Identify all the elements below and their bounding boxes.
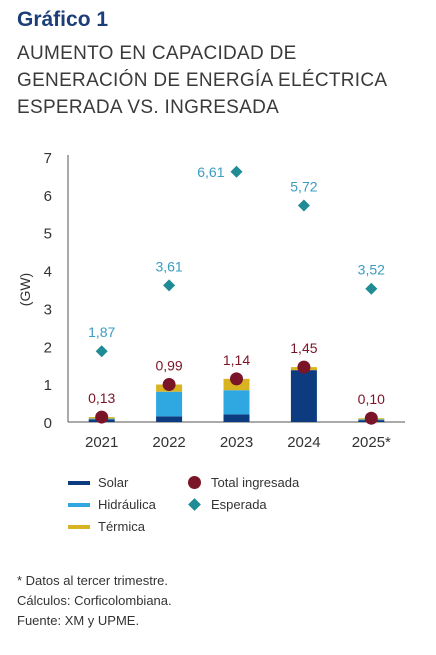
capacity-chart: 0 1 2 3 4 5 6 7 (GW) 2021 2022 2023 2024 2025* 0,13 0,9… <box>17 150 405 451</box>
total-data-label: 0,10 <box>358 391 385 407</box>
legend-label-solar: Solar <box>98 475 129 490</box>
x-tick-label: 2023 <box>220 434 253 451</box>
y-tick-label: 6 <box>44 188 52 205</box>
total-data-label: 1,45 <box>290 340 317 356</box>
y-tick-label: 1 <box>44 377 52 394</box>
total-data-label: 0,99 <box>155 358 182 374</box>
total-point <box>162 378 176 392</box>
hidraulica-swatch <box>68 502 90 507</box>
legend-item-esperada: Esperada <box>188 497 267 512</box>
legend: Solar Hidráulica Térmica Total ingresada… <box>68 475 368 545</box>
total-point <box>95 410 109 424</box>
esperada-diamond-icon <box>188 498 201 511</box>
y-tick-label: 5 <box>44 226 52 243</box>
legend-item-solar: Solar <box>68 475 128 490</box>
bar-hidraulica <box>156 391 183 417</box>
esperada-data-label: 3,52 <box>358 262 385 278</box>
legend-item-termica: Térmica <box>68 519 145 534</box>
y-tick-label: 3 <box>44 301 52 318</box>
esperada-data-label: 5,72 <box>290 178 317 194</box>
x-tick-label: 2021 <box>85 434 118 451</box>
title-line-3: ESPERADA VS. INGRESADA <box>17 97 280 118</box>
esperada-data-label: 3,61 <box>155 258 182 274</box>
total-point <box>297 360 311 374</box>
solar-swatch <box>68 480 90 485</box>
y-tick-label: 0 <box>44 415 52 432</box>
total-data-label: 0,13 <box>88 390 115 406</box>
legend-label-esperada: Esperada <box>211 497 267 512</box>
legend-label-total: Total ingresada <box>211 475 300 490</box>
x-tick-label: 2024 <box>287 434 320 451</box>
bar-hidraulica <box>223 390 250 415</box>
esperada-point <box>163 279 176 292</box>
legend-label-hidraulica: Hidráulica <box>98 497 156 512</box>
note-calculos: Cálculos: Corficolombiana. <box>17 593 172 608</box>
note-data: * Datos al tercer trimestre. <box>17 573 168 588</box>
y-tick-label: 4 <box>44 264 52 281</box>
esperada-data-label: 6,61 <box>197 164 224 180</box>
chart-heading: Gráfico 1 <box>17 8 109 31</box>
esperada-point <box>297 199 310 212</box>
footnotes: * Datos al tercer trimestre. Cálculos: C… <box>17 571 172 631</box>
x-tick-label: 2022 <box>152 434 185 451</box>
y-tick-label: 7 <box>44 150 52 167</box>
total-dot-icon <box>188 476 201 489</box>
legend-item-total: Total ingresada <box>188 475 299 490</box>
esperada-data-label: 1,87 <box>88 324 115 340</box>
y-axis-label: (GW) <box>17 273 33 306</box>
esperada-point <box>230 165 243 178</box>
note-fuente: Fuente: XM y UPME. <box>17 613 140 628</box>
termica-swatch <box>68 524 90 529</box>
total-data-label: 1,14 <box>223 352 250 368</box>
x-tick-label: 2025* <box>352 434 391 451</box>
chart-title: AUMENTO EN CAPACIDAD DE GENERACIÓN DE EN… <box>17 40 427 121</box>
title-line-1: AUMENTO EN CAPACIDAD DE <box>17 43 297 64</box>
total-point <box>364 411 378 425</box>
legend-item-hidraulica: Hidráulica <box>68 497 156 512</box>
esperada-point <box>95 345 108 358</box>
total-point <box>230 372 243 386</box>
bar-solar <box>223 414 250 422</box>
y-tick-label: 2 <box>44 339 52 356</box>
bar-solar <box>156 416 183 422</box>
esperada-point <box>365 282 378 295</box>
title-line-2: GENERACIÓN DE ENERGÍA ELÉCTRICA <box>17 70 388 91</box>
bar-solar <box>290 370 317 422</box>
legend-label-termica: Térmica <box>98 519 145 534</box>
